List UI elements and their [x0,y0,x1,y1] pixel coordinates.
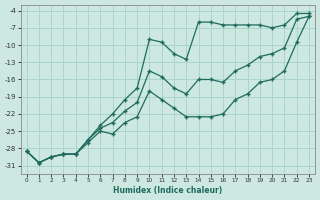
X-axis label: Humidex (Indice chaleur): Humidex (Indice chaleur) [113,186,222,195]
